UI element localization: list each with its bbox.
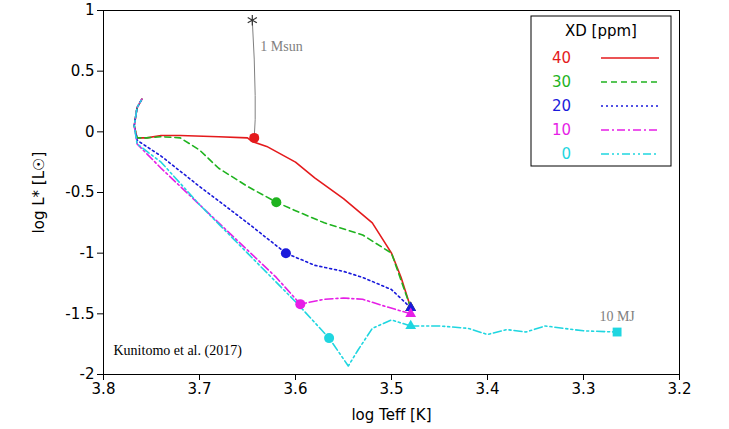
- svg-text:-1: -1: [80, 244, 95, 262]
- svg-text:0.5: 0.5: [71, 62, 95, 80]
- svg-text:3.6: 3.6: [284, 380, 308, 398]
- svg-text:0: 0: [561, 145, 571, 163]
- svg-text:-0.5: -0.5: [65, 183, 94, 201]
- svg-text:40: 40: [552, 49, 571, 67]
- svg-text:20: 20: [552, 97, 571, 115]
- svg-text:1: 1: [85, 1, 95, 19]
- svg-text:10: 10: [552, 121, 571, 139]
- svg-text:3.8: 3.8: [92, 380, 116, 398]
- svg-text:0: 0: [85, 123, 95, 141]
- svg-text:3.5: 3.5: [380, 380, 404, 398]
- svg-text:3.4: 3.4: [476, 380, 500, 398]
- svg-text:1 Msun: 1 Msun: [260, 39, 302, 54]
- svg-text:3.2: 3.2: [668, 380, 692, 398]
- svg-text:3.7: 3.7: [188, 380, 212, 398]
- svg-text:log Teff [K]: log Teff [K]: [351, 406, 431, 424]
- svg-text:XD [ppm]: XD [ppm]: [565, 22, 637, 40]
- svg-text:10 MJ: 10 MJ: [599, 309, 635, 324]
- svg-text:-2: -2: [79, 365, 95, 384]
- svg-text:30: 30: [552, 73, 571, 91]
- svg-text:log L* [L☉]: log L* [L☉]: [30, 152, 48, 234]
- svg-text:3.3: 3.3: [572, 380, 596, 398]
- svg-text:Kunitomo et al. (2017): Kunitomo et al. (2017): [114, 343, 243, 359]
- svg-text:-1.5: -1.5: [65, 305, 94, 323]
